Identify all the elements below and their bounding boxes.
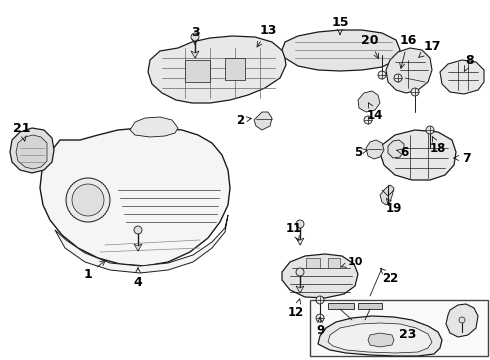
Text: 4: 4 xyxy=(134,268,143,288)
Text: 18: 18 xyxy=(430,136,446,154)
Polygon shape xyxy=(130,117,178,137)
Polygon shape xyxy=(328,303,354,309)
Text: 20: 20 xyxy=(361,33,379,59)
Circle shape xyxy=(394,74,402,82)
Polygon shape xyxy=(225,58,245,80)
Text: 6: 6 xyxy=(397,145,408,158)
Polygon shape xyxy=(328,258,340,268)
Polygon shape xyxy=(388,140,404,158)
Polygon shape xyxy=(191,51,199,58)
Circle shape xyxy=(316,296,324,304)
Polygon shape xyxy=(185,60,210,82)
Text: 23: 23 xyxy=(399,328,416,342)
Text: 13: 13 xyxy=(257,23,277,47)
Polygon shape xyxy=(55,215,228,273)
Bar xyxy=(310,300,488,356)
Polygon shape xyxy=(380,185,394,205)
Text: 3: 3 xyxy=(191,26,199,44)
Circle shape xyxy=(66,178,110,222)
Polygon shape xyxy=(282,254,358,298)
Text: 21: 21 xyxy=(13,122,31,141)
Circle shape xyxy=(411,88,419,96)
Polygon shape xyxy=(358,91,380,112)
Polygon shape xyxy=(366,140,384,159)
Polygon shape xyxy=(134,244,142,251)
Text: 7: 7 xyxy=(454,152,470,165)
Polygon shape xyxy=(446,304,478,337)
Polygon shape xyxy=(328,323,432,353)
Text: 16: 16 xyxy=(399,33,416,68)
Text: 5: 5 xyxy=(354,145,368,158)
Circle shape xyxy=(426,126,434,134)
Circle shape xyxy=(459,317,465,323)
Circle shape xyxy=(364,116,372,124)
Polygon shape xyxy=(282,30,400,71)
Circle shape xyxy=(296,220,304,228)
Circle shape xyxy=(72,184,104,216)
Circle shape xyxy=(134,226,142,234)
Text: 14: 14 xyxy=(367,103,383,122)
Polygon shape xyxy=(10,128,54,173)
Text: 9: 9 xyxy=(316,318,324,337)
Polygon shape xyxy=(40,128,230,266)
Text: 1: 1 xyxy=(84,260,105,282)
Polygon shape xyxy=(296,238,304,245)
Polygon shape xyxy=(306,258,320,268)
Polygon shape xyxy=(440,60,484,94)
Text: 19: 19 xyxy=(386,199,402,215)
Polygon shape xyxy=(296,286,304,293)
Polygon shape xyxy=(148,36,286,103)
Text: 12: 12 xyxy=(288,299,304,319)
Circle shape xyxy=(378,71,386,79)
Polygon shape xyxy=(254,112,272,130)
Text: 10: 10 xyxy=(342,257,363,267)
Text: 17: 17 xyxy=(418,40,441,58)
Polygon shape xyxy=(16,135,47,169)
Circle shape xyxy=(316,314,324,322)
Text: 2: 2 xyxy=(236,113,251,126)
Polygon shape xyxy=(386,48,432,93)
Text: 22: 22 xyxy=(381,269,398,284)
Text: 11: 11 xyxy=(286,221,302,240)
Polygon shape xyxy=(368,333,394,347)
Polygon shape xyxy=(358,303,382,309)
Circle shape xyxy=(296,268,304,276)
Text: 15: 15 xyxy=(331,15,349,35)
Polygon shape xyxy=(380,130,456,180)
Circle shape xyxy=(191,33,199,41)
Text: 8: 8 xyxy=(464,54,474,72)
Polygon shape xyxy=(318,316,442,356)
